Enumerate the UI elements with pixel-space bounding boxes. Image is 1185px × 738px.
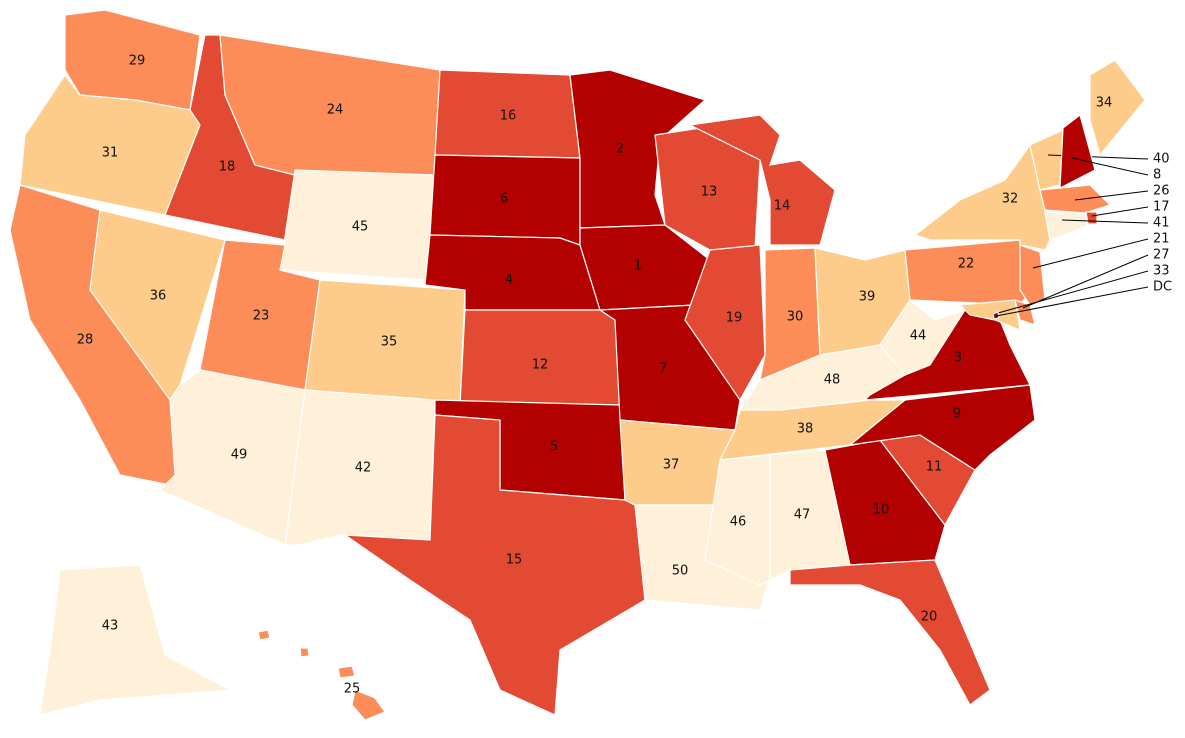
region-label: 12 xyxy=(532,358,549,373)
region xyxy=(39,564,233,716)
region xyxy=(1059,113,1096,190)
region xyxy=(257,629,271,641)
region-label: 49 xyxy=(231,448,248,463)
region xyxy=(569,69,707,229)
region-label: 38 xyxy=(797,422,814,437)
leader-line xyxy=(1032,238,1149,269)
region xyxy=(1085,211,1098,225)
region-label: 42 xyxy=(355,461,372,476)
leader-line xyxy=(1074,190,1149,201)
region-label: 18 xyxy=(219,160,236,175)
region-label: 3 xyxy=(954,351,962,366)
region xyxy=(337,665,356,679)
region-label: 7 xyxy=(659,362,667,377)
region-label: 13 xyxy=(701,185,718,200)
region-label: 21 xyxy=(1153,232,1170,247)
region-label: 22 xyxy=(958,257,975,272)
region-label: 11 xyxy=(926,460,943,475)
region xyxy=(342,414,646,716)
region-label: 35 xyxy=(381,335,398,350)
region-label: 27 xyxy=(1153,248,1170,263)
region-label: 8 xyxy=(1153,168,1161,183)
region-label: 40 xyxy=(1153,152,1170,167)
region-label: 19 xyxy=(726,311,743,326)
region-label: 36 xyxy=(150,289,167,304)
region-label: 44 xyxy=(910,329,927,344)
region-label: 32 xyxy=(1002,192,1019,207)
region xyxy=(789,559,991,706)
region xyxy=(351,689,386,721)
region-label: DC xyxy=(1153,280,1172,295)
region-label: 1 xyxy=(634,259,642,274)
region-label: 9 xyxy=(953,407,961,422)
region-label: 39 xyxy=(859,290,876,305)
region-label: 37 xyxy=(663,458,680,473)
region-label: 5 xyxy=(550,440,558,455)
region-label: 24 xyxy=(327,103,344,118)
region-label: 10 xyxy=(873,503,890,518)
region xyxy=(1019,244,1046,306)
leader-line xyxy=(997,270,1149,314)
region xyxy=(688,114,836,246)
region-label: 47 xyxy=(794,508,811,523)
region-label: 25 xyxy=(344,682,361,697)
region-label: 48 xyxy=(824,373,841,388)
region xyxy=(904,239,1036,306)
region-label: 16 xyxy=(500,109,517,124)
region xyxy=(1089,59,1146,157)
region xyxy=(958,299,1021,331)
region-label: 29 xyxy=(129,54,146,69)
region-label: 26 xyxy=(1153,184,1170,199)
region-label: 30 xyxy=(787,310,804,325)
region-label: 34 xyxy=(1096,96,1113,111)
region-label: 45 xyxy=(352,220,369,235)
leader-line xyxy=(1061,219,1149,224)
region-label: 17 xyxy=(1153,200,1170,215)
region-label: 33 xyxy=(1153,264,1170,279)
region xyxy=(913,143,1051,251)
region xyxy=(704,454,771,586)
region xyxy=(684,244,766,402)
region-label: 14 xyxy=(774,199,791,214)
region-label: 43 xyxy=(102,619,119,634)
region xyxy=(1044,211,1088,241)
leader-line xyxy=(1091,206,1149,217)
region-label: 4 xyxy=(505,273,513,288)
region-label: 50 xyxy=(672,564,689,579)
region xyxy=(1014,299,1036,326)
region-label: 46 xyxy=(730,515,747,530)
leader-line xyxy=(1022,254,1149,309)
region xyxy=(847,384,1036,471)
region-label: 31 xyxy=(102,146,119,161)
region-label: 23 xyxy=(253,309,270,324)
leader-line xyxy=(995,286,1149,317)
region-label: 20 xyxy=(921,610,938,625)
region-label: 15 xyxy=(506,553,523,568)
leader-line xyxy=(1071,157,1149,176)
region-label: 2 xyxy=(616,142,624,157)
region xyxy=(299,647,310,658)
region xyxy=(1039,184,1112,214)
region-label: 6 xyxy=(500,192,508,207)
region-label: 41 xyxy=(1153,216,1170,231)
region-label: 28 xyxy=(77,333,94,348)
